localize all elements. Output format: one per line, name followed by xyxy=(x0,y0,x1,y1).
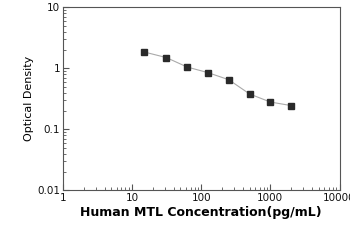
X-axis label: Human MTL Concentration(pg/mL): Human MTL Concentration(pg/mL) xyxy=(80,206,322,219)
Y-axis label: Optical Density: Optical Density xyxy=(25,56,34,142)
